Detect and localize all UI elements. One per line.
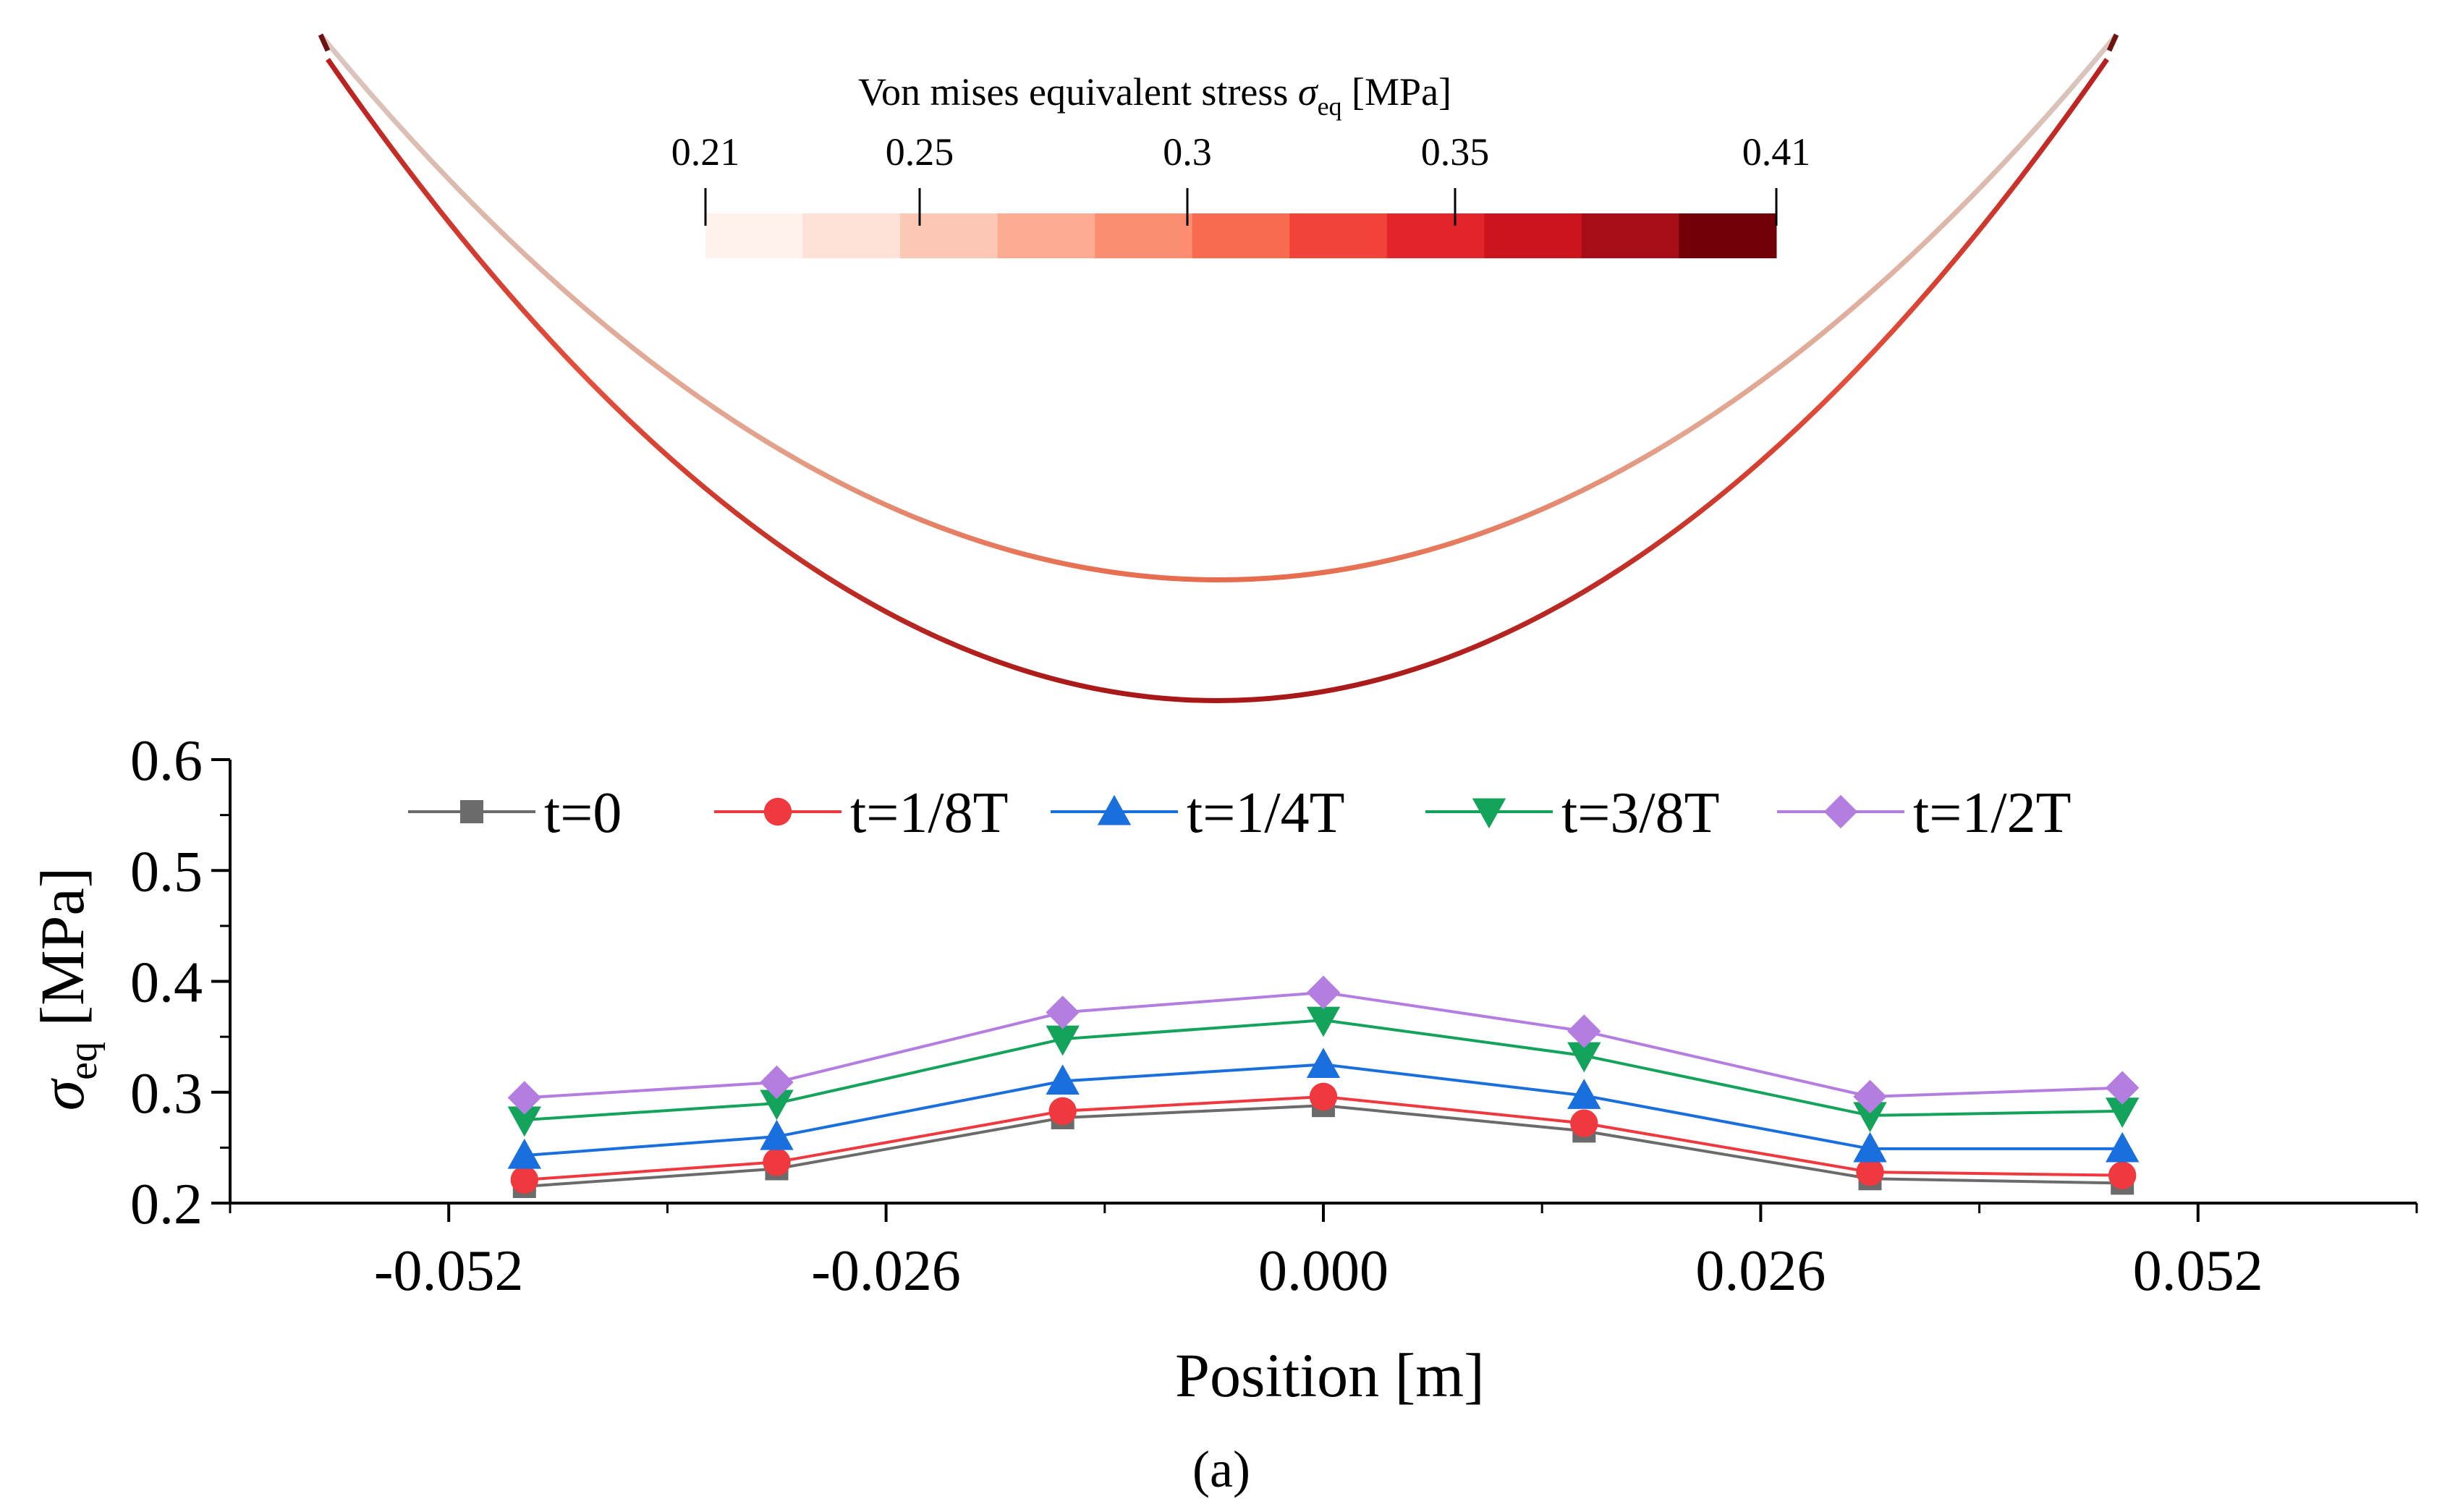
y-axis-label-sub: eq <box>61 1042 106 1080</box>
y-axis-label: σeq [MPa] <box>27 867 106 1111</box>
colorbar-bin <box>705 213 804 258</box>
legend-label: t=1/4T <box>1187 781 1344 845</box>
data-point <box>760 1090 794 1121</box>
legend-item: t=0 <box>408 781 622 845</box>
colorbar-bin <box>1679 213 1777 258</box>
colorbar: Von mises equivalent stress σeq [MPa] 0.… <box>671 70 1811 258</box>
data-point <box>2108 1161 2137 1189</box>
colorbar-tick-label: 0.3 <box>1163 130 1212 174</box>
legend-item: t=1/2T <box>1777 781 2071 845</box>
x-tick-label: 0.052 <box>2133 1239 2263 1303</box>
inner-arc <box>326 58 2109 703</box>
colorbar-bin <box>802 213 901 258</box>
chart-series <box>507 975 2140 1199</box>
colorbar-tick-label: 0.35 <box>1421 130 1490 174</box>
data-point <box>507 1106 542 1137</box>
series-t=1/2T <box>507 975 2140 1115</box>
y-axis-label-unit: [MPa] <box>27 867 97 1042</box>
data-point <box>1567 1014 1601 1048</box>
data-point <box>1306 1048 1341 1078</box>
chart-axes: -0.052 -0.026 0.000 0.026 0.052 0.2 0.3 0.4 0.5 0… <box>130 729 2418 1303</box>
data-point <box>1472 798 1506 829</box>
data-point <box>507 1138 542 1169</box>
y-tick-label: 0.4 <box>130 951 203 1015</box>
x-tick-label: 0.026 <box>1695 1239 1826 1303</box>
figure-caption: (a) <box>1192 1440 1250 1498</box>
legend-item: t=1/8T <box>714 781 1008 845</box>
colorbar-bin <box>1192 213 1290 258</box>
data-point <box>510 1165 539 1194</box>
legend-item: t=3/8T <box>1425 781 1719 845</box>
y-tick-label: 0.6 <box>130 729 203 793</box>
data-point <box>1567 1042 1601 1073</box>
data-point <box>2105 1131 2140 1163</box>
series-t=1/8T <box>510 1082 2137 1194</box>
arc-end-dark-left <box>318 33 331 52</box>
colorbar-bin <box>1581 213 1679 258</box>
legend-label: t=1/2T <box>1913 781 2071 845</box>
legend-item: t=1/4T <box>1051 781 1344 845</box>
legend-label: t=0 <box>544 781 622 845</box>
data-point <box>760 1119 794 1150</box>
data-point <box>507 1081 542 1115</box>
colorbar-title-sub: eq <box>1318 92 1342 121</box>
colorbar-bins <box>705 213 1777 258</box>
data-point <box>1853 1131 1887 1163</box>
colorbar-title: Von mises equivalent stress σeq [MPa] <box>858 70 1451 121</box>
data-point <box>1567 1079 1601 1109</box>
legend-label: t=3/8T <box>1561 781 1719 845</box>
data-point <box>1046 1025 1080 1056</box>
outer-arc <box>318 33 2119 582</box>
data-point <box>1853 1079 1887 1114</box>
data-point <box>1306 1006 1341 1037</box>
colorbar-title-unit: [MPa] <box>1342 70 1451 114</box>
colorbar-bin <box>1484 213 1582 258</box>
y-tick-label: 0.3 <box>130 1062 203 1126</box>
data-point <box>1046 1064 1080 1095</box>
data-point <box>1097 794 1132 825</box>
data-point <box>1048 1097 1077 1126</box>
x-tick-label: -0.052 <box>374 1239 524 1303</box>
data-point <box>1853 1102 1887 1133</box>
x-axis-label: Position [m] <box>1175 1341 1485 1410</box>
y-tick-label: 0.2 <box>130 1173 203 1236</box>
x-tick-label: 0.000 <box>1258 1239 1389 1303</box>
data-point <box>460 800 483 823</box>
data-point <box>763 1148 791 1176</box>
colorbar-bin <box>900 213 999 258</box>
colorbar-ticks: 0.21 0.25 0.3 0.35 0.41 <box>671 130 1811 226</box>
colorbar-tick-label: 0.25 <box>886 130 954 174</box>
series-t=3/8T <box>507 1006 2140 1137</box>
x-tick-label: -0.026 <box>811 1239 961 1303</box>
colorbar-tick-label: 0.41 <box>1742 130 1811 174</box>
data-point <box>1306 975 1341 1010</box>
data-point <box>2105 1097 2140 1129</box>
y-tick-label: 0.5 <box>130 840 203 904</box>
colorbar-title-main: Von mises equivalent stress <box>858 70 1298 114</box>
y-axis-label-symbol: σ <box>27 1077 97 1110</box>
colorbar-bin <box>1386 213 1485 258</box>
data-point <box>760 1065 794 1100</box>
colorbar-bin <box>1095 213 1193 258</box>
chart-legend: t=0 t=1/8T t=1/4T t=3/8T t=1/2T <box>408 781 2071 845</box>
data-point <box>1046 995 1080 1029</box>
colorbar-bin <box>1289 213 1388 258</box>
data-point <box>1309 1082 1338 1111</box>
stress-contour-plot <box>318 33 2119 703</box>
data-point <box>1570 1109 1598 1137</box>
legend-label: t=1/8T <box>850 781 1008 845</box>
colorbar-tick-label: 0.21 <box>671 130 740 174</box>
data-point <box>1823 794 1858 829</box>
data-point <box>763 797 792 826</box>
data-point <box>2105 1071 2140 1105</box>
data-point <box>1856 1158 1884 1186</box>
line-chart: -0.052 -0.026 0.000 0.026 0.052 0.2 0.3 0.4 0.5 0… <box>27 729 2418 1410</box>
colorbar-title-symbol: σ <box>1298 70 1319 114</box>
arc-end-dark-right <box>2106 33 2119 52</box>
series-t=1/4T <box>507 1048 2140 1169</box>
colorbar-bin <box>997 213 1095 258</box>
